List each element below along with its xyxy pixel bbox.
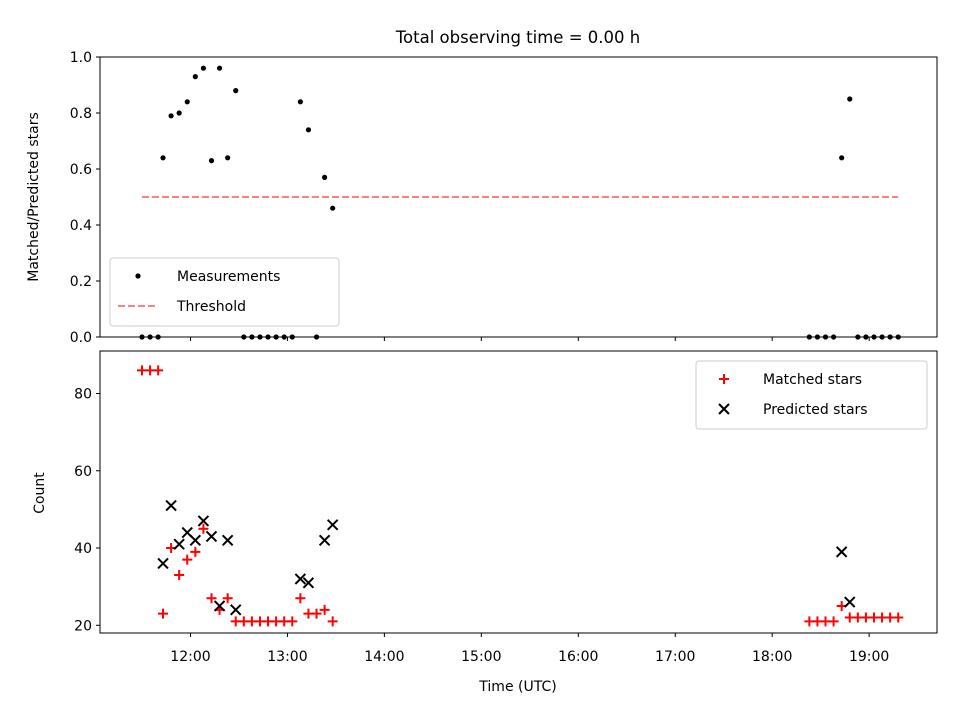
matched-stars-point [287,616,298,627]
x-tick-label: 18:00 [752,649,792,665]
bottom-y-axis-label: Count [32,472,48,514]
measurement-point [160,155,166,161]
y-tick-label: 0.6 [70,162,92,178]
measurement-point [322,174,328,180]
matched-stars-point [206,593,217,604]
predicted-stars-point [165,499,177,512]
predicted-stars-point [221,534,234,546]
measurement-point [233,88,239,94]
x-axis-label: Time (UTC) [478,679,556,695]
predicted-stars-point [205,530,218,543]
measurement-point [208,158,215,164]
legend-matched-swatch [719,374,729,384]
x-tick-label: 13:00 [267,649,307,665]
measurement-point [200,65,207,71]
legend-label: Threshold [176,299,246,315]
legend-box [109,257,340,327]
matched-stars-point [222,593,233,604]
predicted-stars-point [213,600,226,612]
x-tick-label: 15:00 [461,649,501,665]
chart-title: Total observing time = 0.00 h [395,28,640,47]
predicted-stars-point [173,538,185,550]
bottom-panel: 20 40 60 80 12:00 13:00 14:00 15:00 16:00 17:00 18… [74,350,938,665]
matched-stars-point [190,546,201,557]
y-tick-label: 20 [74,618,92,634]
top-y-axis-label: Matched/Predicted stars [26,112,42,282]
top-panel: 0.0 0.2 0.4 0.6 0.8 1.0 Measurements Threshold [70,50,938,346]
legend-label: Predicted stars [763,402,868,418]
matched-stars-point [893,612,904,623]
predicted-stars-point [197,515,210,527]
y-tick-label: 60 [74,464,92,480]
measurement-point [305,127,312,133]
measurement-point [847,96,853,102]
y-tick-label: 0.4 [70,218,92,234]
predicted-stars-point [157,557,169,570]
legend-predicted-swatch [718,403,730,415]
predicted-stars-point [318,534,331,546]
predicted-stars-point [835,546,848,558]
measurement-point [839,155,845,161]
x-tick-label: 16:00 [558,649,598,665]
measurement-point [330,205,336,211]
y-tick-label: 1.0 [70,50,92,66]
y-tick-label: 0.8 [70,106,92,122]
legend-label: Measurements [177,269,280,285]
matched-stars-point [174,570,185,581]
matched-stars-point [327,616,338,627]
measurement-point [192,74,198,80]
legend-measurement-swatch [135,273,141,279]
y-tick-label: 40 [74,541,92,557]
predicted-stars-point [844,596,856,608]
y-tick-label: 0.0 [70,330,92,346]
measurement-point [216,65,223,71]
predicted-stars-point [230,604,242,616]
predicted-stars-point [189,534,202,546]
y-tick-label: 0.2 [70,274,92,290]
y-tick-label: 80 [74,386,92,402]
matched-stars-point [295,593,306,604]
predicted-stars-point [294,573,307,585]
x-tick-label: 12:00 [170,649,210,665]
legend-box [695,360,928,430]
matched-stars-point [153,365,164,376]
measurement-point [176,110,182,116]
x-tick-label: 14:00 [364,649,404,665]
predicted-stars-point [326,519,339,531]
matched-stars-point [182,554,193,565]
matched-stars-point [158,608,169,619]
plot-frame [99,350,938,634]
matched-stars-point [319,604,330,615]
matched-stars-point [311,608,322,619]
plot-frame [99,56,938,338]
measurement-point [184,99,190,105]
x-tick-label: 19:00 [849,649,889,665]
measurement-point [225,155,231,161]
matched-stars-point [828,616,839,627]
x-tick-label: 17:00 [655,649,695,665]
measurement-point [168,113,174,119]
measurement-point [297,99,303,105]
matched-stars-point [198,523,209,534]
predicted-stars-point [302,577,315,589]
legend-label: Matched stars [763,372,862,388]
